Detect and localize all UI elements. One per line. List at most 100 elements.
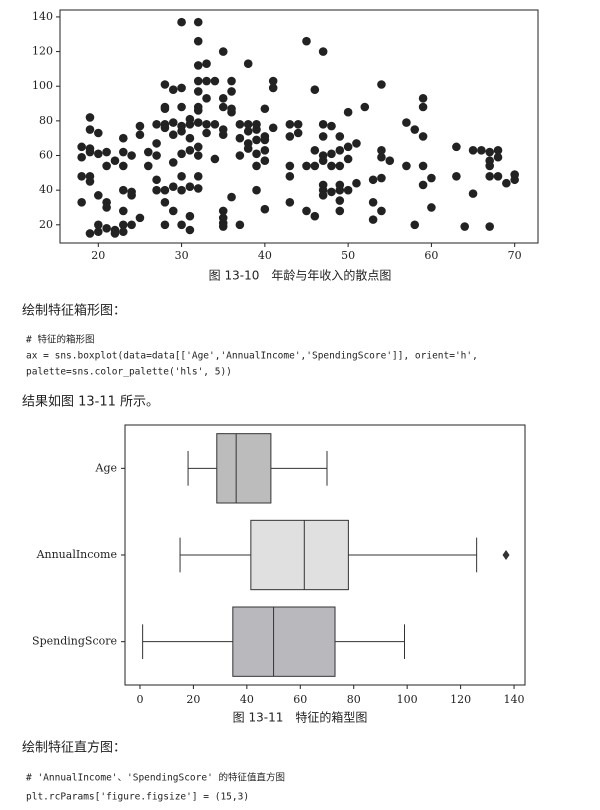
scatter-point	[310, 85, 320, 94]
scatter-point	[210, 154, 220, 164]
scatter-point	[193, 184, 203, 193]
scatter-point	[335, 161, 345, 171]
scatter-point	[177, 126, 186, 136]
scatter-point	[335, 132, 345, 141]
scatter-point	[118, 147, 128, 157]
scatter-point	[418, 161, 428, 171]
y-tick-label: 100	[32, 79, 53, 92]
x-tick-label: 0	[136, 693, 143, 706]
code-line: # 特征的箱形图	[26, 334, 94, 346]
scatter-point	[252, 135, 261, 145]
scatter-point	[285, 120, 295, 129]
scatter-point	[252, 161, 261, 171]
scatter-point	[193, 106, 203, 115]
scatter-point	[377, 206, 386, 216]
scatter-point	[85, 147, 95, 157]
scatter-point	[418, 94, 428, 103]
scatter-point	[227, 107, 236, 117]
scatter-point	[77, 152, 86, 162]
y-tick-label: SpendingScore	[32, 635, 117, 648]
scatter-point	[260, 204, 270, 214]
scatter-point	[177, 149, 186, 159]
scatter-point	[493, 152, 503, 162]
scatter-point	[260, 146, 270, 155]
scatter-point	[235, 133, 245, 143]
scatter-point	[102, 161, 111, 171]
scatter-point	[235, 220, 245, 230]
scatter-point	[285, 161, 295, 171]
code-line: # 'AnnualIncome'、'SpendingScore' 的特征值直方图	[26, 772, 285, 784]
scatter-point	[302, 206, 311, 216]
scatter-point	[302, 36, 311, 46]
box	[232, 606, 336, 677]
scatter-point	[193, 151, 203, 160]
scatter-point	[110, 156, 120, 166]
scatter-point	[510, 175, 519, 185]
scatter-point	[202, 120, 211, 129]
scatter-point	[385, 156, 395, 166]
x-tick-label: 30	[175, 249, 189, 262]
scatter-point	[227, 87, 236, 96]
scatter-point	[252, 185, 261, 195]
scatter-point	[102, 203, 111, 212]
scatter-point	[118, 161, 128, 171]
scatter-point	[94, 128, 103, 138]
scatter-point	[335, 146, 345, 155]
scatter-point	[152, 175, 161, 185]
scatter-point	[243, 144, 253, 153]
scatter-point	[243, 126, 253, 136]
scatter-point	[227, 192, 236, 202]
scatter-point	[185, 225, 195, 235]
scatter-point	[177, 185, 186, 195]
scatter-point	[402, 118, 411, 127]
scatter-point	[160, 80, 170, 89]
y-tick-label: Age	[95, 461, 118, 474]
code-line: ax = sns.boxplot(data=data[['Age','Annua…	[26, 351, 478, 362]
scatter-point	[118, 185, 128, 195]
scatter-point	[77, 172, 86, 181]
scatter-point	[418, 102, 428, 112]
scatter-point	[427, 173, 436, 183]
scatter-point	[127, 220, 136, 230]
paragraph: 绘制特征箱形图：	[22, 303, 126, 319]
scatter-point	[285, 132, 295, 141]
y-tick-label: 120	[32, 45, 53, 58]
plot-frame	[59, 9, 539, 244]
scatter-point	[235, 120, 245, 129]
scatter-point	[460, 222, 470, 231]
scatter-point	[210, 120, 220, 129]
scatter-point	[160, 185, 170, 195]
scatter-point	[410, 125, 420, 134]
scatter-point	[218, 206, 228, 216]
scatter-point	[293, 120, 303, 129]
scatter-point	[127, 151, 136, 160]
scatter-point	[160, 197, 170, 207]
scatter-point	[202, 128, 211, 138]
scatter-point	[318, 156, 328, 166]
scatter-point	[135, 213, 145, 223]
scatter-point	[418, 132, 428, 141]
scatter-point	[143, 147, 153, 157]
scatter-point	[85, 113, 95, 122]
y-tick-label: 60	[39, 149, 53, 162]
scatter-point	[218, 94, 228, 103]
scatter-point	[177, 102, 186, 112]
scatter-point	[318, 132, 328, 141]
scatter-point	[377, 173, 386, 183]
scatter-point	[485, 161, 495, 171]
scatter-point	[310, 146, 320, 155]
scatter-point	[94, 227, 103, 237]
scatter-point	[168, 85, 178, 94]
scatter-point	[352, 139, 361, 148]
scatter-point	[268, 123, 278, 133]
scatter-point	[110, 229, 120, 238]
x-tick-label: 20	[91, 249, 105, 262]
scatter-point	[368, 175, 378, 185]
scatter-point	[193, 87, 203, 96]
scatter-point	[185, 211, 195, 221]
box	[250, 519, 349, 591]
scatter-point	[127, 191, 136, 200]
scatter-point	[235, 151, 245, 160]
